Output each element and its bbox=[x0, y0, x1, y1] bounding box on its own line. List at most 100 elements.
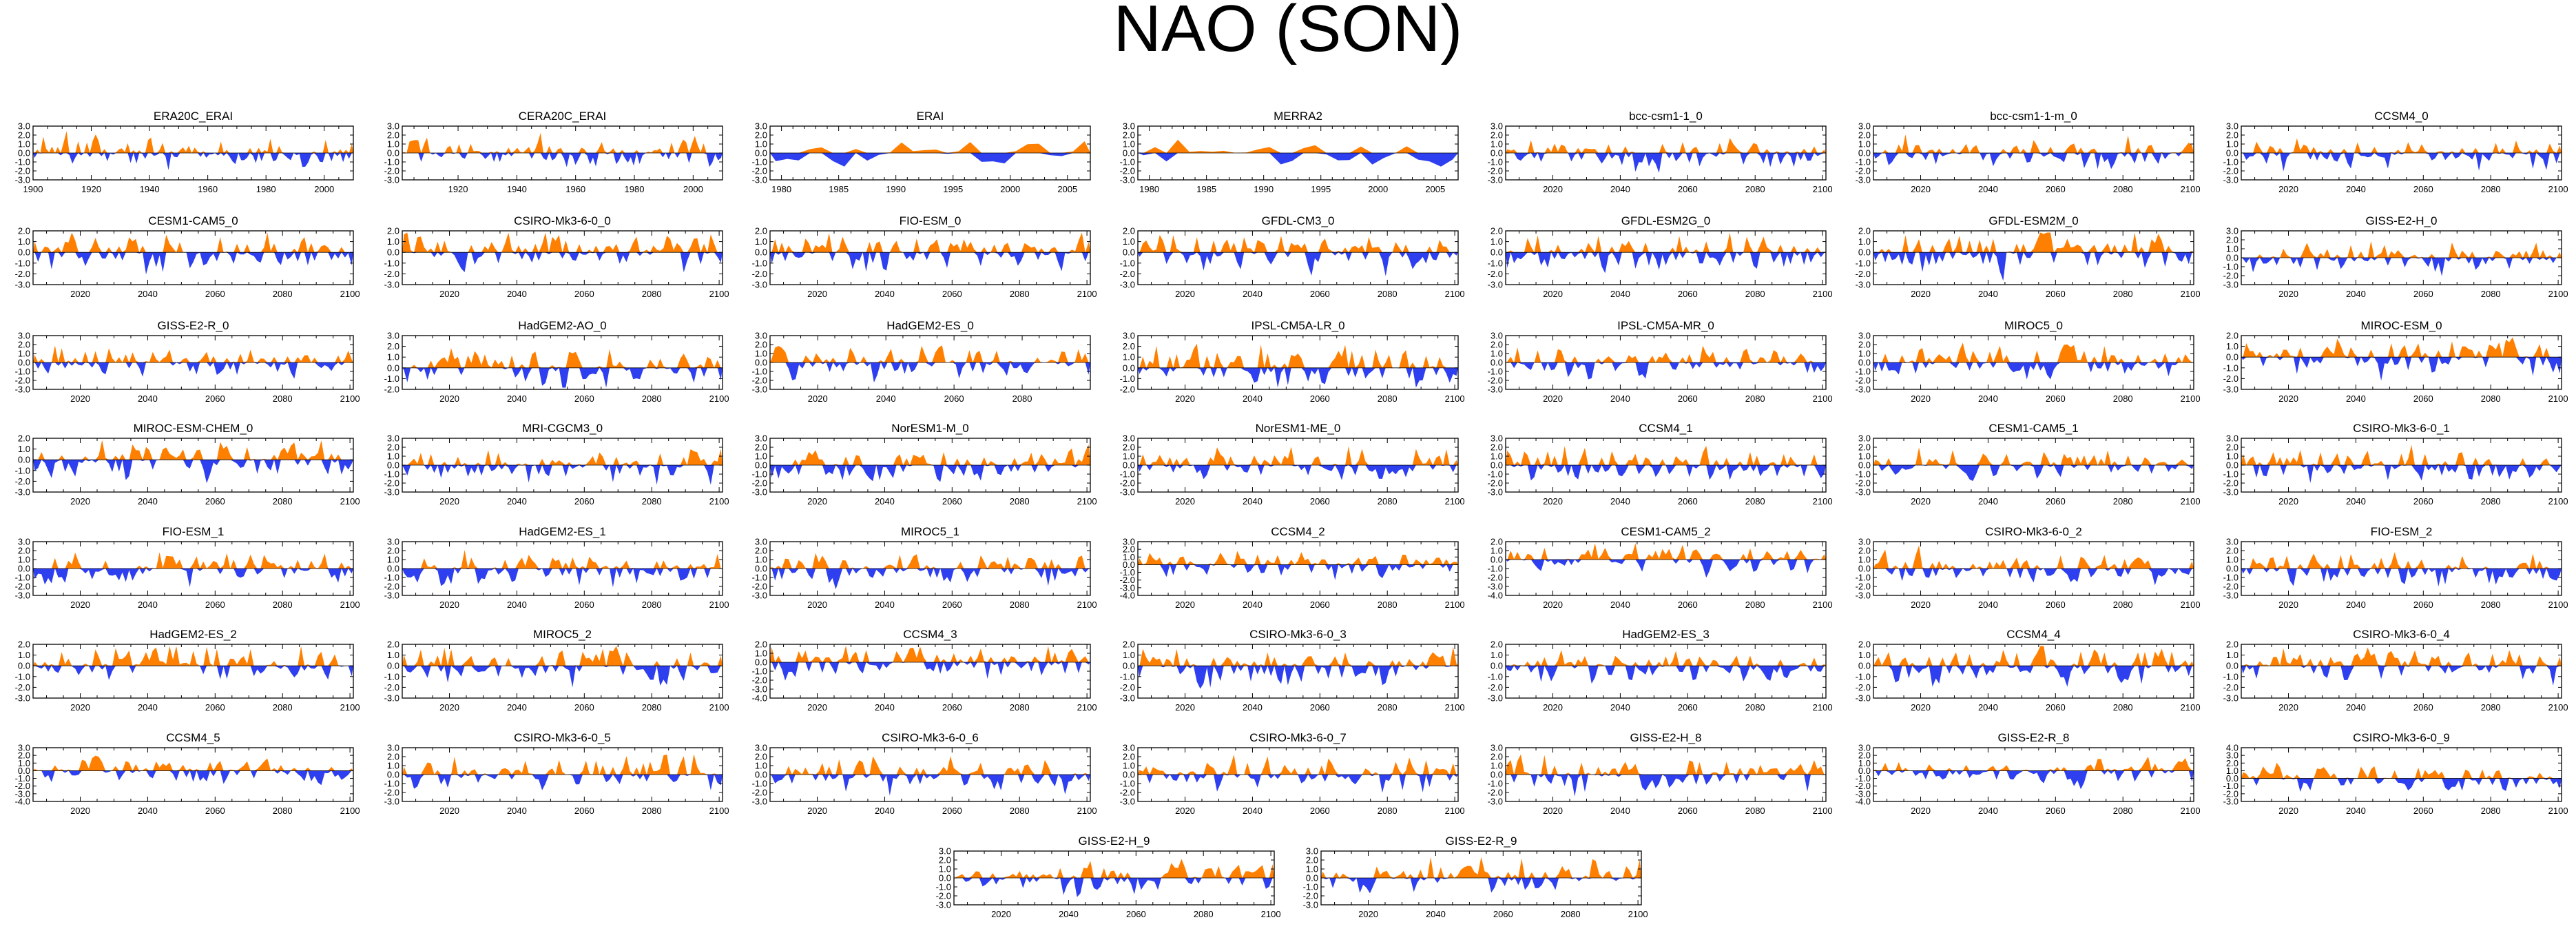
y-tick-label: -3.0 bbox=[384, 797, 399, 807]
y-tick-label: -2.0 bbox=[2223, 271, 2239, 281]
chart-panel: CSIRO-Mk3-6-0_3 2.01.00.0-1.0-2.0-3.0 2020… bbox=[1120, 628, 1465, 713]
y-tick-label: 0.0 bbox=[18, 564, 30, 574]
y-tick-label: -2.0 bbox=[384, 788, 399, 798]
x-tick-label: 2020 bbox=[439, 600, 459, 610]
y-tick-label: 3.0 bbox=[2226, 537, 2239, 547]
x-tick-label: 2020 bbox=[1543, 289, 1563, 299]
chart-panel: NorESM1-ME_0 3.02.01.00.0-1.0-2.0-3.0 2020… bbox=[1120, 422, 1465, 507]
y-tick-label: 1.0 bbox=[2226, 650, 2239, 660]
x-tick-label: 2080 bbox=[1010, 702, 1030, 713]
x-tick-label: 2020 bbox=[1543, 702, 1563, 713]
y-tick-label: 2.0 bbox=[1490, 130, 1503, 141]
chart-panel: CCSM4_5 3.02.01.00.0-1.0-2.0-3.0-4.0 2020 2… bbox=[15, 731, 360, 816]
positive-anomaly-area bbox=[33, 232, 353, 253]
panel-title: HadGEM2-ES_3 bbox=[1622, 628, 1710, 641]
x-tick-label: 2080 bbox=[1745, 806, 1765, 816]
x-tick-label: 2040 bbox=[2346, 496, 2366, 507]
x-tick-label: 2020 bbox=[2278, 600, 2298, 610]
x-tick-label: 2060 bbox=[2413, 184, 2433, 194]
y-tick-label: 0.0 bbox=[755, 657, 767, 668]
x-tick-label: 2020 bbox=[439, 393, 459, 404]
x-tick-label: 2060 bbox=[2046, 600, 2066, 610]
negative-anomaly-area bbox=[1873, 362, 2194, 380]
x-tick-label: 2100 bbox=[1445, 702, 1465, 713]
y-tick-label: -2.0 bbox=[2223, 582, 2239, 592]
y-tick-label: 1.0 bbox=[18, 650, 30, 660]
plot-frame bbox=[32, 438, 354, 493]
x-tick-label: 2060 bbox=[944, 393, 964, 404]
y-tick-label: 1.0 bbox=[2226, 451, 2239, 462]
y-tick-label: 3.0 bbox=[755, 331, 767, 341]
positive-anomaly-area bbox=[1873, 134, 2194, 153]
y-tick-label: -1.0 bbox=[2223, 671, 2239, 682]
negative-anomaly-area bbox=[33, 362, 353, 379]
x-tick-label: 2080 bbox=[1194, 909, 1214, 919]
plot-frame bbox=[1137, 644, 1459, 699]
x-tick-label: 2080 bbox=[1745, 289, 1765, 299]
negative-anomaly-area bbox=[2241, 569, 2562, 587]
x-tick-label: 2060 bbox=[205, 289, 225, 299]
y-tick-label: -1.0 bbox=[1488, 367, 1503, 377]
y-tick-label: 2.0 bbox=[1123, 544, 1135, 555]
x-tick-label: 2005 bbox=[1425, 184, 1445, 194]
negative-anomaly-area bbox=[1506, 362, 1826, 380]
y-tick-label: -2.0 bbox=[752, 478, 767, 489]
y-tick-label: -1.0 bbox=[752, 157, 767, 167]
x-tick-label: 2100 bbox=[1077, 496, 1097, 507]
x-tick-label: 2100 bbox=[2548, 184, 2568, 194]
y-tick-label: 3.0 bbox=[1858, 331, 1871, 341]
x-tick-label: 2020 bbox=[807, 806, 827, 816]
y-tick-label: 3.0 bbox=[755, 537, 767, 547]
y-tick-label: -3.0 bbox=[384, 693, 399, 704]
y-tick-label: -2.0 bbox=[1856, 682, 1871, 693]
x-tick-label: 1940 bbox=[507, 184, 527, 194]
y-tick-label: -2.0 bbox=[1488, 788, 1503, 798]
chart-panel: CCSM4_3 2.01.00.0-1.0-2.0-3.0-4.0 2020 2040… bbox=[752, 628, 1097, 713]
y-tick-label: -3.0 bbox=[1856, 693, 1871, 704]
y-tick-label: -4.0 bbox=[1856, 797, 1871, 807]
panel-title: CESM1-CAM5_2 bbox=[1621, 525, 1710, 538]
y-tick-label: 2.0 bbox=[2226, 442, 2239, 453]
negative-anomaly-area bbox=[402, 367, 723, 388]
positive-anomaly-area bbox=[1873, 447, 2194, 465]
y-tick-label: -3.0 bbox=[752, 175, 767, 185]
x-tick-label: 2080 bbox=[642, 393, 662, 404]
y-tick-label: 3.0 bbox=[2226, 226, 2239, 236]
x-tick-label: 2060 bbox=[574, 393, 594, 404]
y-tick-label: 2.0 bbox=[1490, 640, 1503, 650]
y-tick-label: 2.0 bbox=[1123, 130, 1135, 141]
x-tick-label: 2040 bbox=[1610, 702, 1630, 713]
panel-title: GISS-E2-R_8 bbox=[1998, 731, 2070, 744]
y-tick-label: 2.0 bbox=[18, 433, 30, 444]
x-tick-label: 2100 bbox=[2548, 496, 2568, 507]
y-tick-label: -3.0 bbox=[1488, 693, 1503, 704]
y-tick-label: -3.0 bbox=[1488, 385, 1503, 395]
x-tick-label: 2100 bbox=[340, 702, 360, 713]
negative-anomaly-area bbox=[1506, 775, 1826, 797]
y-tick-label: -2.0 bbox=[384, 682, 399, 693]
y-tick-label: 2.0 bbox=[1123, 442, 1135, 453]
y-tick-label: -2.0 bbox=[384, 166, 399, 176]
plot-frame bbox=[402, 230, 723, 285]
y-tick-label: 0.0 bbox=[18, 766, 30, 776]
panel-title: ERAI bbox=[917, 110, 944, 123]
x-tick-label: 2060 bbox=[2413, 806, 2433, 816]
y-tick-label: 2.0 bbox=[939, 855, 951, 866]
chart-panel: GFDL-ESM2G_0 2.01.00.0-1.0-2.0-3.0 2020 204… bbox=[1488, 214, 1833, 299]
chart-panel: MIROC-ESM_0 2.01.00.0-1.0-2.0-3.0 2020 2040… bbox=[2223, 319, 2568, 404]
y-tick-label: 2.0 bbox=[387, 546, 399, 556]
y-tick-label: -3.0 bbox=[752, 385, 767, 395]
y-tick-label: 0.0 bbox=[387, 247, 399, 258]
plot-frame bbox=[32, 230, 354, 285]
y-tick-label: 2.0 bbox=[2226, 331, 2239, 341]
plot-frame bbox=[1505, 644, 1827, 699]
x-tick-label: 2040 bbox=[1610, 496, 1630, 507]
chart-panel: CCSM4_4 2.01.00.0-1.0-2.0-3.0 2020 2040 2060… bbox=[1856, 628, 2201, 713]
x-tick-label: 2100 bbox=[1445, 806, 1465, 816]
chart-panel: CCSM4_1 3.02.01.00.0-1.0-2.0-3.0 2020 2040 2… bbox=[1488, 422, 1833, 507]
x-tick-label: 2020 bbox=[2278, 393, 2298, 404]
x-tick-label: 2080 bbox=[273, 702, 293, 713]
y-tick-label: -3.0 bbox=[1120, 693, 1135, 704]
x-tick-label: 2060 bbox=[2046, 393, 2066, 404]
